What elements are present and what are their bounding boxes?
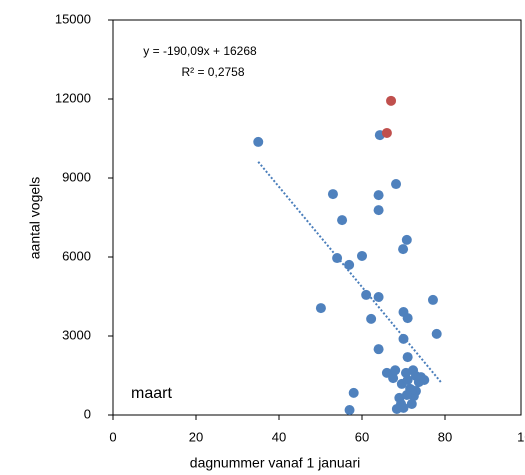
data-point <box>427 294 438 305</box>
data-point <box>327 189 338 200</box>
data-point <box>357 250 367 261</box>
data-point <box>406 398 417 409</box>
data-point <box>373 205 384 216</box>
data-point <box>348 387 359 398</box>
y-axis-label: aantal vogels <box>27 177 43 260</box>
data-point <box>373 190 384 201</box>
data-point <box>361 289 372 300</box>
data-point <box>391 179 402 190</box>
x-tick-label: 40 <box>272 429 286 444</box>
x-tick-label: 0 <box>109 429 116 444</box>
y-tick-label: 6000 <box>62 248 91 263</box>
data-point <box>398 244 409 255</box>
data-point <box>337 215 348 226</box>
data-point <box>253 136 264 147</box>
data-point <box>366 313 377 324</box>
y-tick-label: 15000 <box>55 11 91 26</box>
y-tick-label: 3000 <box>62 327 91 342</box>
plot-frame <box>112 19 522 416</box>
data-point <box>398 333 409 344</box>
data-point <box>373 344 384 355</box>
data-point <box>402 374 413 385</box>
data-point <box>344 404 355 415</box>
trendline <box>257 161 442 383</box>
r-squared: R² = 0,2758 <box>181 65 244 79</box>
data-point <box>381 127 392 138</box>
data-point <box>401 234 412 245</box>
y-tick-label: 9000 <box>62 169 91 184</box>
data-point <box>388 373 399 384</box>
data-point <box>390 365 401 376</box>
data-point <box>401 389 412 400</box>
x-tick-label: 20 <box>189 429 203 444</box>
month-label: maart <box>131 385 172 402</box>
x-axis-label: dagnummer vanaf 1 januari <box>190 455 360 471</box>
x-tick-label: 100 <box>517 429 525 444</box>
x-tick-label: 60 <box>355 429 369 444</box>
data-point <box>402 313 413 324</box>
y-tick-label: 12000 <box>55 90 91 105</box>
data-point <box>344 259 355 270</box>
data-point <box>386 95 397 106</box>
x-tick-label: 80 <box>438 429 452 444</box>
y-tick-label: 0 <box>84 406 91 421</box>
data-point <box>332 253 343 264</box>
data-point <box>431 328 442 339</box>
data-point <box>373 292 384 303</box>
equation: y = -190,09x + 16268 <box>143 44 257 58</box>
data-point <box>398 402 409 413</box>
data-point <box>402 352 413 363</box>
data-point <box>419 374 430 385</box>
data-point <box>315 303 326 314</box>
